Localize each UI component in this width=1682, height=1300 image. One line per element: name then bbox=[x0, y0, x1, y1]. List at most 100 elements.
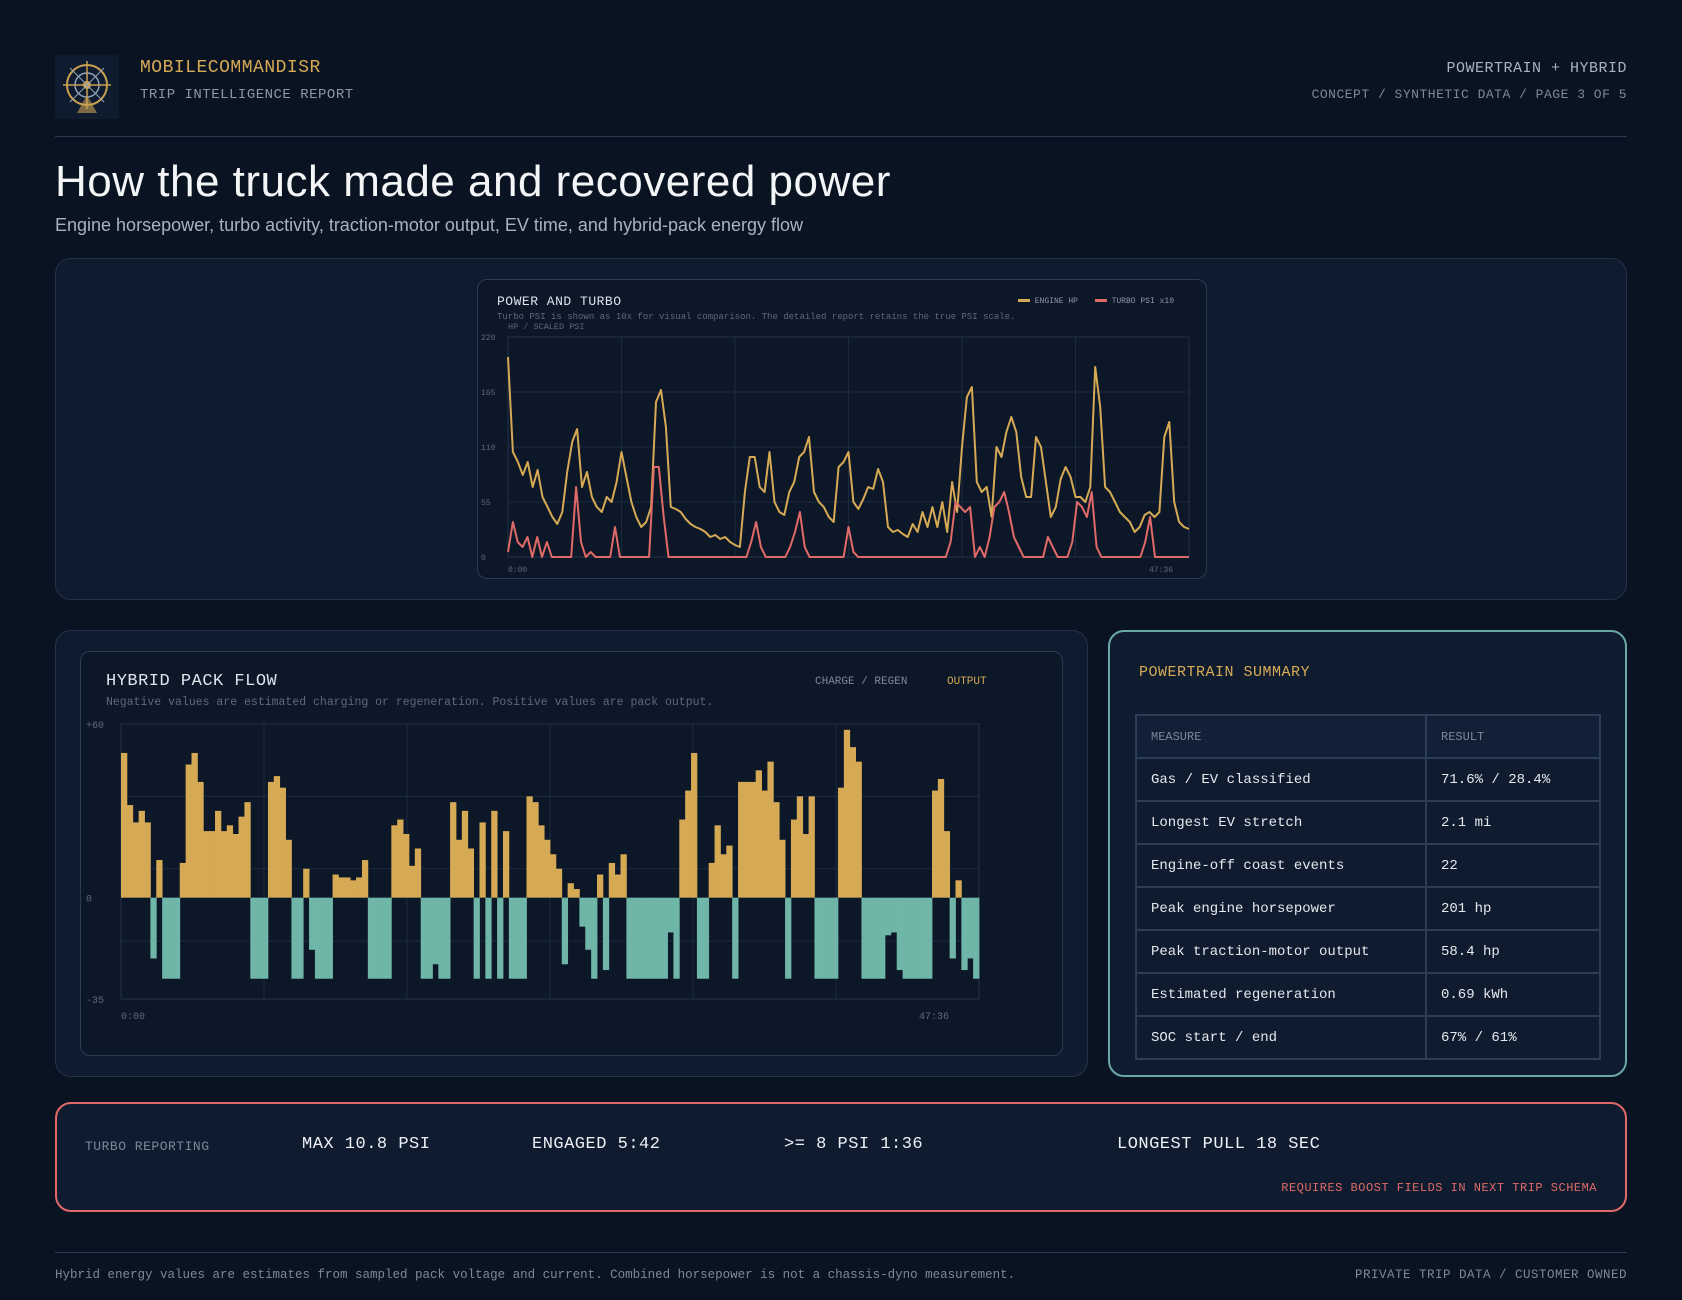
regen-bar bbox=[250, 897, 257, 979]
output-bar bbox=[808, 796, 815, 898]
legend-charge-regen: CHARGE / REGEN bbox=[815, 676, 908, 688]
output-bar bbox=[538, 825, 545, 898]
legend-turbo-psi: TURBO PSI x10 bbox=[1111, 297, 1174, 306]
turbo-requirement: REQUIRES BOOST FIELDS IN NEXT TRIP SCHEM… bbox=[1281, 1181, 1597, 1195]
output-bar bbox=[491, 810, 498, 898]
regen-bar bbox=[168, 897, 175, 979]
engine-hp-swatch bbox=[1017, 299, 1030, 303]
regen-bar bbox=[732, 897, 739, 979]
output-bar bbox=[138, 810, 145, 898]
y-tick-label: 220 bbox=[481, 334, 496, 343]
x-tick-label-start: 0:00 bbox=[121, 1012, 145, 1023]
regen-bar bbox=[785, 897, 792, 979]
output-bar bbox=[761, 790, 768, 898]
output-bar bbox=[955, 880, 962, 898]
output-bar bbox=[614, 874, 621, 898]
output-bar bbox=[743, 781, 751, 898]
regen-bar bbox=[949, 897, 956, 959]
output-bar bbox=[408, 865, 416, 898]
regen-bar bbox=[902, 897, 909, 979]
output-bar bbox=[855, 761, 862, 898]
hybrid-chart-card: HYBRID PACK FLOW Negative values are est… bbox=[80, 651, 1063, 1056]
output-bar bbox=[620, 854, 627, 898]
output-bar bbox=[338, 877, 345, 898]
output-bar bbox=[121, 752, 128, 898]
output-bar bbox=[197, 781, 204, 898]
regen-bar bbox=[373, 897, 380, 979]
turbo-psi-line bbox=[507, 466, 1189, 558]
output-bar bbox=[356, 877, 363, 898]
output-bar bbox=[350, 880, 357, 898]
output-bar bbox=[790, 819, 798, 898]
output-bar bbox=[267, 781, 275, 898]
brand-subtitle: TRIP INTELLIGENCE REPORT bbox=[140, 87, 354, 103]
output-bar bbox=[685, 790, 692, 898]
legend-engine-hp: ENGINE HP bbox=[1034, 297, 1078, 306]
footer-ownership: PRIVATE TRIP DATA / CUSTOMER OWNED bbox=[1354, 1268, 1627, 1282]
footer: Hybrid energy values are estimates from … bbox=[55, 1252, 1627, 1282]
regen-bar bbox=[514, 897, 522, 979]
regen-bar bbox=[508, 897, 516, 979]
result-cell: 2.1 mi bbox=[1425, 800, 1601, 845]
output-bar bbox=[726, 845, 733, 898]
regen-bar bbox=[661, 897, 668, 979]
output-bar bbox=[837, 787, 845, 898]
output-bar bbox=[209, 831, 216, 898]
output-bar bbox=[550, 854, 557, 898]
output-bar bbox=[132, 822, 140, 898]
y-tick-label: 0 bbox=[86, 895, 92, 906]
hybrid-chart-note: Negative values are estimated charging o… bbox=[106, 696, 714, 709]
regen-bar bbox=[696, 897, 704, 979]
powertrain-summary-panel: POWERTRAIN SUMMARY MEASURE RESULT Gas / … bbox=[1108, 630, 1627, 1077]
regen-bar bbox=[908, 897, 915, 979]
page-title: How the truck made and recovered power bbox=[55, 157, 891, 206]
y-tick-label: 165 bbox=[481, 389, 496, 398]
regen-bar bbox=[961, 897, 968, 971]
table-row: Peak traction-motor output 58.4 hp bbox=[1135, 929, 1601, 974]
regen-bar bbox=[820, 897, 827, 979]
turbo-reporting-panel: TURBO REPORTING MAX 10.8 PSI ENGAGED 5:4… bbox=[55, 1102, 1627, 1212]
output-bar bbox=[843, 729, 851, 898]
regen-bar bbox=[667, 897, 674, 933]
output-bar bbox=[179, 862, 187, 898]
measure-cell: Estimated regeneration bbox=[1135, 972, 1427, 1017]
output-bar bbox=[937, 779, 945, 898]
output-bar bbox=[708, 862, 715, 898]
turbo-over-8-psi: >= 8 PSI 1:36 bbox=[784, 1135, 924, 1154]
regen-bar bbox=[326, 897, 333, 979]
output-bar bbox=[467, 848, 475, 898]
regen-bar bbox=[873, 897, 880, 979]
output-bar bbox=[215, 810, 222, 898]
regen-bar bbox=[591, 897, 598, 979]
power-chart-ylabel: HP / SCALED PSI bbox=[508, 322, 585, 332]
power-legend: ENGINE HP TURBO PSI x10 bbox=[1017, 297, 1174, 306]
regen-bar bbox=[420, 897, 427, 979]
hybrid-panel: HYBRID PACK FLOW Negative values are est… bbox=[55, 630, 1088, 1077]
output-bar bbox=[502, 831, 510, 898]
result-cell: 71.6% / 28.4% bbox=[1425, 757, 1601, 802]
output-bar bbox=[720, 854, 727, 898]
output-bar bbox=[461, 810, 469, 898]
summary-header-row: MEASURE RESULT bbox=[1135, 714, 1601, 759]
y-tick-label: 0 bbox=[481, 554, 486, 563]
regen-bar bbox=[497, 897, 504, 979]
table-row: SOC start / end 67% / 61% bbox=[1135, 1015, 1601, 1060]
regen-bar bbox=[896, 897, 904, 971]
regen-bar bbox=[967, 897, 974, 959]
regen-bar bbox=[173, 897, 181, 979]
legend-output: OUTPUT bbox=[947, 676, 987, 688]
output-bar bbox=[479, 822, 486, 898]
regen-bar bbox=[673, 897, 680, 979]
result-cell: 58.4 hp bbox=[1425, 929, 1601, 974]
output-bar bbox=[755, 770, 762, 898]
hybrid-chart-title: HYBRID PACK FLOW bbox=[106, 672, 278, 691]
x-tick-label-start: 0:00 bbox=[508, 566, 527, 575]
page-info: CONCEPT / SYNTHETIC DATA / PAGE 3 OF 5 bbox=[1311, 87, 1627, 102]
x-tick-label-end: 47:36 bbox=[1149, 566, 1173, 575]
output-bar bbox=[555, 868, 563, 898]
regen-bar bbox=[832, 897, 839, 979]
regen-bar bbox=[585, 897, 592, 950]
output-bar bbox=[285, 839, 292, 898]
output-bar bbox=[273, 776, 281, 898]
output-bar bbox=[185, 764, 192, 898]
